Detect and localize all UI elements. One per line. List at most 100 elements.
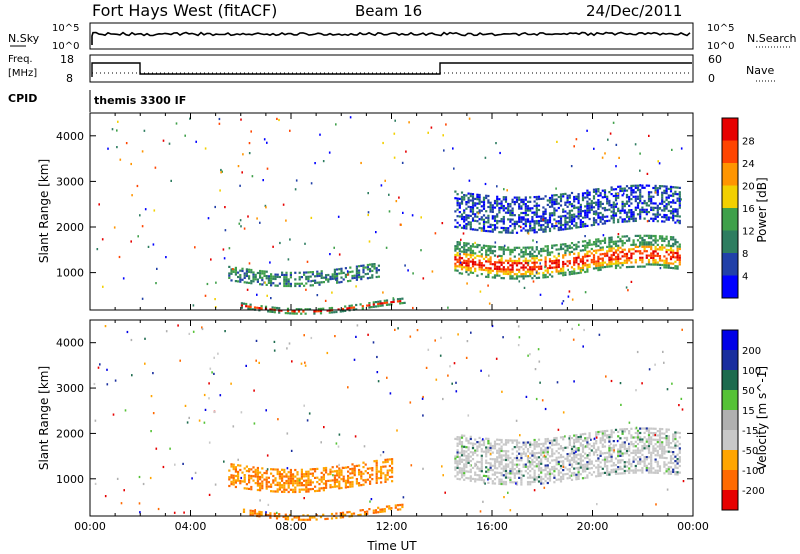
heatmap-cell <box>251 512 254 515</box>
heatmap-cell <box>293 516 296 519</box>
heatmap-cell <box>264 204 267 207</box>
heatmap-cell <box>478 218 481 221</box>
heatmap-cell <box>658 436 662 439</box>
heatmap-cell <box>463 467 466 470</box>
heatmap-cell <box>259 269 262 273</box>
heatmap-cell <box>639 234 642 237</box>
heatmap-cell <box>454 468 457 471</box>
heatmap-cell <box>287 484 290 487</box>
heatmap-cell <box>529 268 532 271</box>
heatmap-cell <box>548 205 552 208</box>
heatmap-cell <box>625 185 629 188</box>
heatmap-cell <box>375 275 378 279</box>
heatmap-cell <box>320 441 322 444</box>
heatmap-cell <box>579 453 582 456</box>
heatmap-cell <box>529 456 532 459</box>
heatmap-cell <box>570 250 574 253</box>
heatmap-cell <box>597 255 600 258</box>
heatmap-cell <box>266 167 269 170</box>
heatmap-cell <box>656 252 659 255</box>
heatmap-cell <box>614 262 618 265</box>
heatmap-cell <box>621 194 624 197</box>
heatmap-cell <box>656 239 659 242</box>
heatmap-cell <box>119 158 122 161</box>
heatmap-cell <box>480 369 482 372</box>
heatmap-cell <box>581 477 585 480</box>
heatmap-cell <box>498 456 501 459</box>
heatmap-cell <box>524 225 527 228</box>
heatmap-cell <box>274 483 277 486</box>
heatmap-cell <box>264 305 268 308</box>
heatmap-cell <box>471 458 475 461</box>
heatmap-cell <box>292 482 295 485</box>
heatmap-cell <box>522 211 525 215</box>
heatmap-cell <box>307 479 310 482</box>
heatmap-cell <box>416 329 419 332</box>
heatmap-cell <box>247 307 250 310</box>
heatmap-cell <box>269 261 271 264</box>
heatmap-cell <box>509 251 512 254</box>
heatmap-cell <box>612 188 615 191</box>
heatmap-cell <box>511 229 514 232</box>
heatmap-cell <box>634 449 637 452</box>
heatmap-cell <box>465 201 468 204</box>
heatmap-cell <box>551 203 554 206</box>
heatmap-cell <box>458 250 461 253</box>
heatmap-cell <box>259 478 262 481</box>
heatmap-cell <box>557 478 560 481</box>
heatmap-cell <box>568 273 571 276</box>
heatmap-cell <box>318 487 321 490</box>
heatmap-cell <box>467 253 470 256</box>
heatmap-cell <box>632 215 635 218</box>
heatmap-cell <box>456 466 459 469</box>
heatmap-cell <box>535 202 538 205</box>
heatmap-cell <box>368 508 371 511</box>
heatmap-cell <box>382 291 384 294</box>
heatmap-cell <box>559 228 563 231</box>
heatmap-cell <box>278 311 281 314</box>
heatmap-cell <box>570 213 574 217</box>
heatmap-cell <box>245 281 248 284</box>
heatmap-cell <box>663 461 666 464</box>
heatmap-cell <box>612 201 615 204</box>
heatmap-cell <box>564 219 567 222</box>
heatmap-cell <box>603 456 607 459</box>
heatmap-cell <box>656 469 659 472</box>
heatmap-cell <box>586 189 589 192</box>
heatmap-cell <box>487 275 490 279</box>
heatmap-cell <box>614 249 618 252</box>
heatmap-cell <box>546 251 549 254</box>
heatmap-cell <box>546 437 549 441</box>
heatmap-cell <box>573 145 575 148</box>
heatmap-cell <box>548 199 552 202</box>
heatmap-cell <box>465 450 468 453</box>
heatmap-cell <box>652 195 655 198</box>
heatmap-cell <box>336 277 339 280</box>
heatmap-cell <box>658 443 662 446</box>
heatmap-cell <box>258 510 261 513</box>
heatmap-cell <box>333 270 336 274</box>
heatmap-cell <box>663 209 666 212</box>
heatmap-cell <box>647 241 651 244</box>
heatmap-cell <box>471 477 475 480</box>
heatmap-cell <box>500 268 503 271</box>
heatmap-cell <box>577 195 580 198</box>
heatmap-cell <box>116 477 119 480</box>
heatmap-cell <box>581 216 585 219</box>
heatmap-cell <box>610 210 613 213</box>
heatmap-cell <box>487 219 490 222</box>
heatmap-cell <box>562 475 565 478</box>
heatmap-cell <box>469 208 472 211</box>
heatmap-cell <box>349 476 352 479</box>
heatmap-cell <box>249 509 252 512</box>
heatmap-cell <box>502 215 505 219</box>
heatmap-cell <box>369 476 372 479</box>
heatmap-cell <box>469 271 472 274</box>
heatmap-cell <box>322 469 325 472</box>
heatmap-cell <box>326 517 329 520</box>
heatmap-cell <box>289 129 291 132</box>
heatmap-cell <box>535 476 538 479</box>
heatmap-cell <box>575 434 578 437</box>
heatmap-cell <box>665 216 668 219</box>
heatmap-cell <box>566 468 569 471</box>
